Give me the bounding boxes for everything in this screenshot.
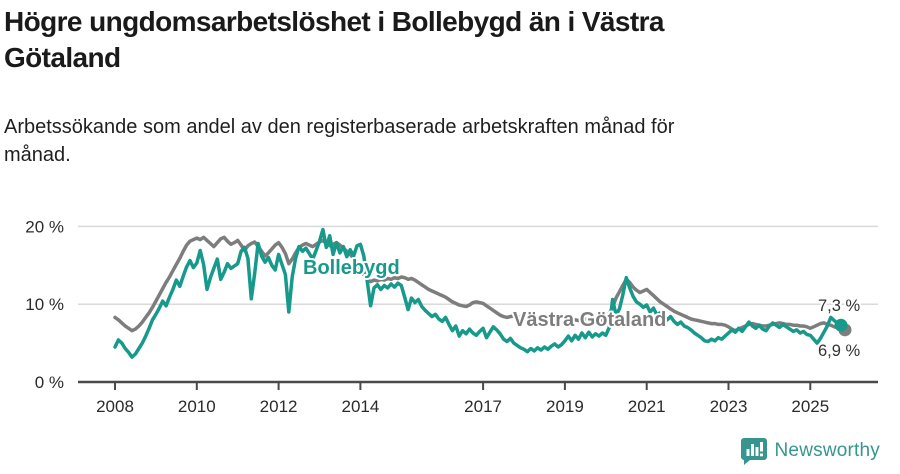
- end-value-label-västra-götaland: 6,9 %: [818, 342, 861, 360]
- x-tick-label: 2021: [628, 397, 666, 416]
- series-end-dot-bollebygd: [834, 318, 848, 332]
- end-value-label-bollebygd: 7,3 %: [818, 297, 861, 315]
- x-tick-label: 2023: [710, 397, 748, 416]
- series-line-västra-götaland: [113, 235, 843, 333]
- x-tick-label: 2014: [341, 397, 379, 416]
- x-tick-label: 2010: [178, 397, 216, 416]
- chart-title: Högre ungdomsarbetslöshet i Bollebygd än…: [4, 6, 664, 74]
- y-tick-label: 20 %: [25, 217, 64, 236]
- series-label-bollebygd: Bollebygd: [303, 257, 400, 279]
- y-tick-label: 10 %: [25, 295, 64, 314]
- x-tick-label: 2025: [791, 397, 829, 416]
- y-tick-label: 0 %: [35, 373, 64, 392]
- series-label-västra-götaland: Västra Götaland: [513, 309, 666, 331]
- brand-footer: Newsworthy: [740, 436, 880, 466]
- series-line-bollebygd: [113, 227, 843, 359]
- x-tick-label: 2017: [464, 397, 502, 416]
- x-tick-label: 2019: [546, 397, 584, 416]
- chart-subtitle: Arbetssökande som andel av den registerb…: [4, 116, 675, 166]
- x-tick-label: 2012: [260, 397, 298, 416]
- newsworthy-logo-icon: [740, 438, 767, 465]
- x-tick-label: 2008: [96, 397, 134, 416]
- brand-name: Newsworthy: [774, 440, 880, 461]
